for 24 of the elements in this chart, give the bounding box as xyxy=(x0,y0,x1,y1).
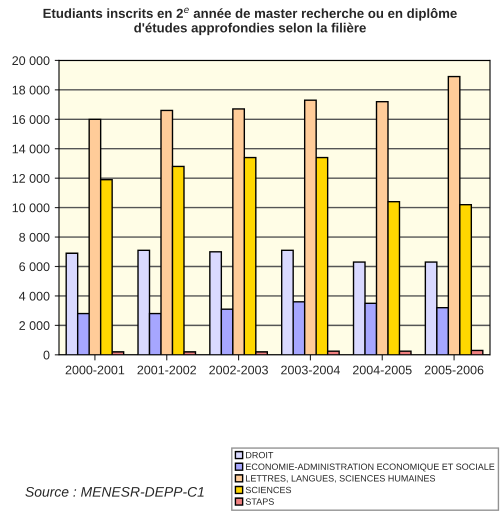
legend-label: STAPS xyxy=(246,498,274,505)
y-tick-label: 6 000 xyxy=(19,262,50,272)
legend-label: DROIT xyxy=(246,452,274,458)
chart-title: Etudiants inscrits en 2$^{e}$ année de master recherche ou en diplôme d'études approfondies selon la filière xyxy=(44,8,457,36)
y-tick-label: 16 000 xyxy=(12,115,50,124)
x-tick-label: 2001-2002 xyxy=(137,366,196,374)
x-tick-label: 2003-2004 xyxy=(281,366,340,374)
y-tick-label: 14 000 xyxy=(12,144,50,154)
y-tick-label: 2 000 xyxy=(19,321,50,330)
x-tick-label: 2005-2006 xyxy=(424,366,484,374)
legend-label: ECONOMIE-ADMINISTRATION ECONOMIQUE ET SOCIALE xyxy=(246,464,494,472)
y-tick-label: 4 000 xyxy=(18,292,50,301)
y-tick-label: 12 000 xyxy=(12,174,50,183)
legend-label: SCIENCES xyxy=(246,486,292,494)
y-tick-label: 10 000 xyxy=(12,203,50,212)
x-tick-label: 2004-2005 xyxy=(352,366,412,374)
y-tick-label: 8 000 xyxy=(19,232,50,242)
x-tick-label: 2002-2003 xyxy=(209,366,268,374)
y-tick-label: 0 xyxy=(44,350,50,360)
y-tick-label: 18 000 xyxy=(12,86,50,95)
source-note: Source : MENESR-DEPP-C1 xyxy=(25,486,204,497)
x-tick-label: 2000-2001 xyxy=(66,366,124,374)
legend-label: LETTRES, LANGUES, SCIENCES HUMAINES xyxy=(246,475,436,483)
y-tick-label: 20 000 xyxy=(12,56,50,66)
